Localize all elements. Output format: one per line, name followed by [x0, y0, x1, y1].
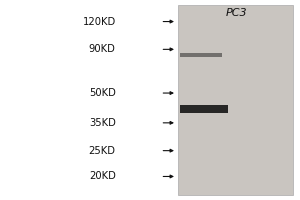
- Text: 35KD: 35KD: [89, 118, 116, 128]
- Text: 50KD: 50KD: [89, 88, 116, 98]
- Text: 120KD: 120KD: [82, 17, 116, 27]
- Text: 90KD: 90KD: [89, 44, 116, 54]
- Bar: [180, 105, 228, 113]
- Text: 25KD: 25KD: [89, 146, 116, 156]
- Text: 20KD: 20KD: [89, 171, 116, 181]
- Text: PC3: PC3: [226, 8, 248, 18]
- Bar: [178, 5, 293, 195]
- Bar: [180, 53, 222, 57]
